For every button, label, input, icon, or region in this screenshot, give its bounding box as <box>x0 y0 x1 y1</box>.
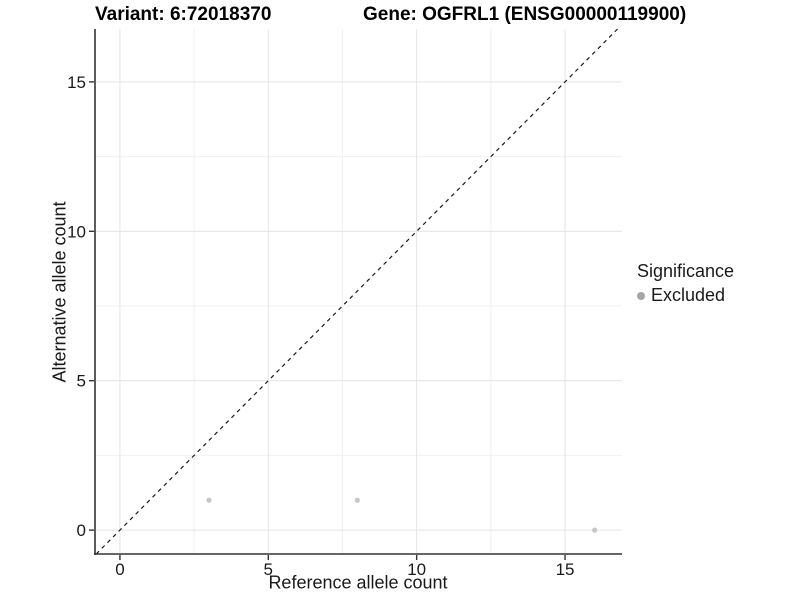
x-tick-label: 0 <box>115 560 124 579</box>
data-point <box>592 527 598 533</box>
y-tick-label: 10 <box>67 222 86 241</box>
x-tick-label: 15 <box>556 560 575 579</box>
y-tick-label: 15 <box>67 73 86 92</box>
x-tick-label: 5 <box>264 560 273 579</box>
plot-title-gene: Gene: OGFRL1 (ENSG00000119900) <box>363 4 687 25</box>
y-tick-label: 0 <box>77 521 86 540</box>
x-tick-label: 10 <box>407 560 426 579</box>
y-axis-title: Alternative allele count <box>49 201 70 383</box>
y-tick-label: 5 <box>77 372 86 391</box>
plot-title-variant: Variant: 6:72018370 <box>95 4 272 25</box>
legend-item-excluded: Excluded <box>637 285 734 306</box>
legend-item-label: Excluded <box>651 285 726 305</box>
legend-point-icon <box>637 291 645 300</box>
identity-reference-line <box>95 28 618 555</box>
data-point <box>206 497 212 503</box>
legend: Significance Excluded <box>637 261 734 306</box>
x-axis-title: Reference allele count <box>268 572 448 593</box>
data-point <box>354 497 360 503</box>
legend-title: Significance <box>637 261 735 281</box>
